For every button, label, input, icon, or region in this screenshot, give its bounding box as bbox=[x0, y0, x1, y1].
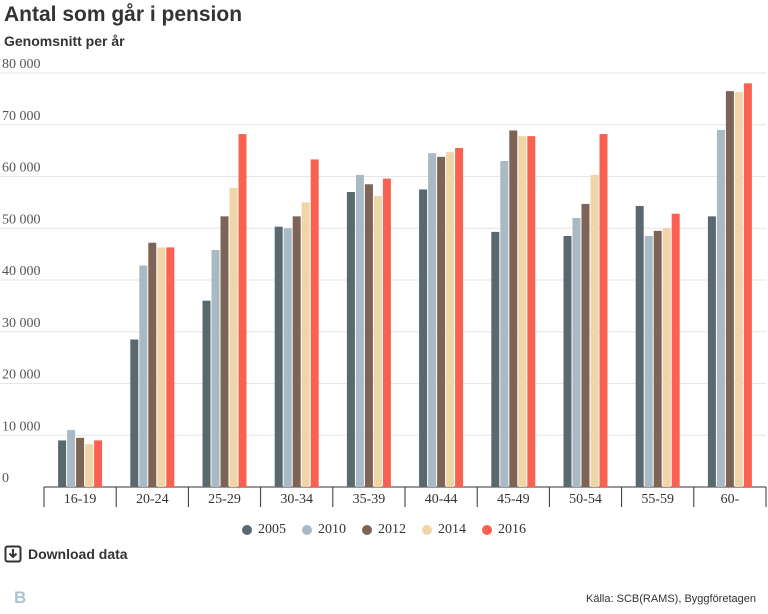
y-tick-label: 50 000 bbox=[2, 212, 41, 227]
bar-2012-25-29[interactable] bbox=[220, 216, 229, 487]
bar-2014-60-[interactable] bbox=[734, 92, 743, 488]
bar-2014-35-39[interactable] bbox=[373, 196, 382, 488]
legend-item-2012[interactable]: 2012 bbox=[362, 522, 406, 538]
bar-2012-55-59[interactable] bbox=[653, 230, 662, 487]
y-tick-label: 60 000 bbox=[2, 161, 41, 176]
chart-title: Antal som går i pension bbox=[4, 3, 243, 26]
download-data-label: Download data bbox=[28, 546, 128, 562]
x-tick-label: 30-34 bbox=[280, 492, 313, 507]
y-tick-label: 70 000 bbox=[2, 109, 41, 124]
x-tick-label: 20-24 bbox=[136, 492, 169, 507]
bar-2005-30-34[interactable] bbox=[274, 226, 283, 487]
bar-2005-50-54[interactable] bbox=[563, 236, 572, 487]
y-tick-label: 80 000 bbox=[2, 57, 41, 72]
bar-2014-30-34[interactable] bbox=[301, 202, 310, 487]
x-tick-label: 35-39 bbox=[353, 492, 386, 507]
bar-2005-45-49[interactable] bbox=[491, 231, 500, 487]
bar-2016-40-44[interactable] bbox=[455, 148, 464, 487]
legend-label: 2010 bbox=[318, 522, 346, 537]
bar-2014-40-44[interactable] bbox=[446, 152, 455, 488]
legend-label: 2012 bbox=[378, 522, 406, 537]
bar-2010-16-19[interactable] bbox=[67, 430, 76, 487]
bar-2016-55-59[interactable] bbox=[671, 213, 680, 487]
bar-2010-40-44[interactable] bbox=[428, 153, 437, 487]
legend-item-2016[interactable]: 2016 bbox=[482, 522, 526, 538]
bar-2005-40-44[interactable] bbox=[419, 189, 428, 487]
bar-2010-45-49[interactable] bbox=[500, 160, 509, 487]
bar-chart: 0 10 000 20 000 30 000 40 000 50 000 60 000 70 … bbox=[0, 57, 767, 507]
x-tick-label: 55-59 bbox=[641, 492, 674, 507]
bar-2005-20-24[interactable] bbox=[130, 339, 139, 487]
y-tick-label: 30 000 bbox=[2, 316, 41, 331]
chart-subtitle: Genomsnitt per år bbox=[4, 33, 125, 49]
bar-2005-16-19[interactable] bbox=[58, 440, 67, 487]
bar-2010-25-29[interactable] bbox=[211, 249, 220, 487]
y-tick-label: 0 bbox=[2, 471, 9, 486]
legend-dot-icon bbox=[362, 525, 372, 535]
x-tick-label: 16-19 bbox=[64, 492, 97, 507]
legend-dot-icon bbox=[242, 525, 252, 535]
bar-2016-60-[interactable] bbox=[743, 83, 752, 487]
download-data-button[interactable]: Download data bbox=[4, 545, 128, 563]
bar-2014-45-49[interactable] bbox=[518, 136, 527, 487]
x-tick-label: 40-44 bbox=[425, 492, 458, 507]
bar-2010-20-24[interactable] bbox=[139, 265, 148, 487]
y-tick-label: 10 000 bbox=[2, 419, 41, 434]
bar-2005-60-[interactable] bbox=[707, 216, 716, 487]
legend-label: 2005 bbox=[258, 522, 286, 537]
bar-2010-35-39[interactable] bbox=[355, 174, 364, 487]
bar-2010-30-34[interactable] bbox=[283, 228, 292, 487]
x-tick-label: 60- bbox=[721, 492, 740, 507]
bar-2012-35-39[interactable] bbox=[364, 184, 373, 487]
legend-dot-icon bbox=[422, 525, 432, 535]
y-tick-label: 20 000 bbox=[2, 368, 41, 383]
legend-item-2014[interactable]: 2014 bbox=[422, 522, 466, 538]
bar-2012-30-34[interactable] bbox=[292, 216, 301, 487]
bar-2016-25-29[interactable] bbox=[238, 134, 247, 487]
legend-dot-icon bbox=[482, 525, 492, 535]
bar-2012-45-49[interactable] bbox=[509, 130, 518, 487]
bar-2016-50-54[interactable] bbox=[599, 134, 608, 487]
bar-2016-45-49[interactable] bbox=[527, 136, 536, 487]
bar-2014-16-19[interactable] bbox=[85, 444, 94, 487]
source-note: Källa: SCB(RAMS), Byggföretagen bbox=[586, 593, 756, 605]
bar-2014-20-24[interactable] bbox=[157, 247, 166, 487]
bar-2012-60-[interactable] bbox=[725, 91, 734, 488]
bar-2014-50-54[interactable] bbox=[590, 174, 599, 487]
legend-item-2005[interactable]: 2005 bbox=[242, 522, 286, 538]
chart-legend: 2005 2010 2012 2014 2016 bbox=[0, 522, 768, 538]
bar-2010-55-59[interactable] bbox=[644, 236, 653, 487]
bar-2014-55-59[interactable] bbox=[662, 228, 671, 487]
bar-2005-35-39[interactable] bbox=[346, 192, 355, 487]
download-icon bbox=[4, 545, 22, 563]
legend-label: 2014 bbox=[438, 522, 466, 537]
bar-2016-30-34[interactable] bbox=[310, 159, 319, 488]
brand-logo: B bbox=[14, 588, 27, 607]
bar-2016-35-39[interactable] bbox=[382, 178, 391, 487]
bar-2012-20-24[interactable] bbox=[148, 242, 157, 487]
legend-label: 2016 bbox=[498, 522, 526, 537]
x-tick-label: 25-29 bbox=[208, 492, 241, 507]
x-tick-label: 50-54 bbox=[569, 492, 602, 507]
bar-2010-50-54[interactable] bbox=[572, 217, 581, 487]
bar-2016-16-19[interactable] bbox=[94, 440, 103, 487]
bar-2014-25-29[interactable] bbox=[229, 187, 238, 487]
bar-2012-50-54[interactable] bbox=[581, 203, 590, 488]
bar-2005-25-29[interactable] bbox=[202, 300, 211, 487]
legend-item-2010[interactable]: 2010 bbox=[302, 522, 346, 538]
bar-2010-60-[interactable] bbox=[716, 129, 725, 488]
bar-2012-40-44[interactable] bbox=[437, 156, 446, 487]
y-tick-label: 40 000 bbox=[2, 264, 41, 279]
x-tick-label: 45-49 bbox=[497, 492, 530, 507]
bar-2012-16-19[interactable] bbox=[76, 437, 85, 487]
bar-2005-55-59[interactable] bbox=[635, 205, 644, 487]
legend-dot-icon bbox=[302, 525, 312, 535]
bar-2016-20-24[interactable] bbox=[166, 247, 175, 487]
